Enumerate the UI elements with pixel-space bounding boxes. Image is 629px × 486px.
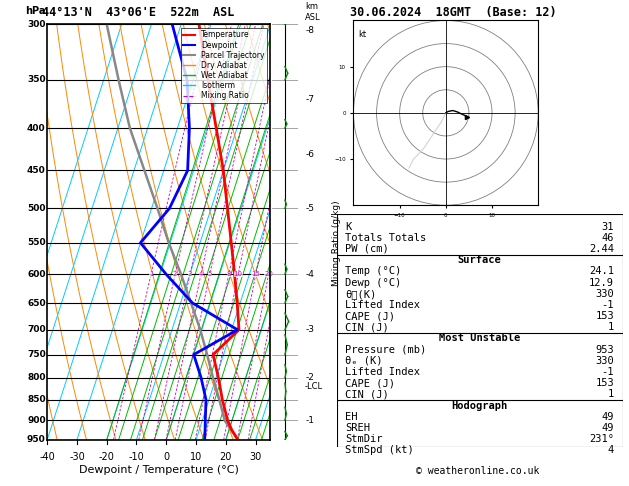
Text: -20: -20 bbox=[99, 452, 114, 462]
Text: hPa: hPa bbox=[25, 6, 46, 16]
Text: CAPE (J): CAPE (J) bbox=[345, 311, 395, 321]
Text: 550: 550 bbox=[27, 238, 46, 247]
Text: 1: 1 bbox=[149, 271, 153, 277]
Text: Lifted Index: Lifted Index bbox=[345, 300, 420, 310]
Text: 500: 500 bbox=[27, 204, 46, 213]
Text: 10: 10 bbox=[234, 271, 243, 277]
Text: CIN (J): CIN (J) bbox=[345, 322, 389, 332]
Text: 700: 700 bbox=[27, 325, 46, 334]
Text: 8: 8 bbox=[226, 271, 231, 277]
Text: 231°: 231° bbox=[589, 434, 614, 444]
Text: 30: 30 bbox=[250, 452, 262, 462]
Text: -8: -8 bbox=[305, 26, 314, 35]
Text: 600: 600 bbox=[27, 270, 46, 278]
Text: -10: -10 bbox=[128, 452, 145, 462]
Text: 10: 10 bbox=[190, 452, 202, 462]
Text: 300: 300 bbox=[27, 20, 46, 29]
Text: 49: 49 bbox=[601, 412, 614, 422]
Text: Surface: Surface bbox=[458, 255, 501, 265]
Text: -7: -7 bbox=[305, 95, 314, 104]
Text: -LCL: -LCL bbox=[305, 382, 323, 391]
Text: 650: 650 bbox=[27, 298, 46, 308]
Text: 900: 900 bbox=[27, 416, 46, 425]
Text: -4: -4 bbox=[305, 270, 314, 278]
Text: Hodograph: Hodograph bbox=[452, 400, 508, 411]
Text: θᴄ(K): θᴄ(K) bbox=[345, 289, 376, 299]
Text: 2.44: 2.44 bbox=[589, 244, 614, 254]
Text: -1: -1 bbox=[601, 300, 614, 310]
Text: Dewp (°C): Dewp (°C) bbox=[345, 278, 401, 288]
Text: 330: 330 bbox=[596, 289, 614, 299]
Text: -40: -40 bbox=[39, 452, 55, 462]
Text: 1: 1 bbox=[608, 389, 614, 399]
Text: -3: -3 bbox=[305, 325, 314, 334]
Text: 20: 20 bbox=[264, 271, 273, 277]
Text: -1: -1 bbox=[305, 416, 314, 425]
Text: 350: 350 bbox=[27, 75, 46, 85]
Text: -30: -30 bbox=[69, 452, 85, 462]
Text: CIN (J): CIN (J) bbox=[345, 389, 389, 399]
Text: SREH: SREH bbox=[345, 423, 370, 433]
Text: 850: 850 bbox=[27, 395, 46, 404]
Text: Mixing Ratio (g/kg): Mixing Ratio (g/kg) bbox=[332, 200, 341, 286]
Text: CAPE (J): CAPE (J) bbox=[345, 378, 395, 388]
Text: StmSpd (kt): StmSpd (kt) bbox=[345, 445, 414, 455]
Text: PW (cm): PW (cm) bbox=[345, 244, 389, 254]
Text: Most Unstable: Most Unstable bbox=[439, 333, 520, 344]
Text: 30.06.2024  18GMT  (Base: 12): 30.06.2024 18GMT (Base: 12) bbox=[350, 6, 556, 18]
Text: 31: 31 bbox=[601, 222, 614, 232]
Legend: Temperature, Dewpoint, Parcel Trajectory, Dry Adiabat, Wet Adiabat, Isotherm, Mi: Temperature, Dewpoint, Parcel Trajectory… bbox=[181, 28, 267, 103]
Text: 153: 153 bbox=[596, 378, 614, 388]
Text: EH: EH bbox=[345, 412, 358, 422]
Text: 20: 20 bbox=[220, 452, 232, 462]
Text: -1: -1 bbox=[601, 367, 614, 377]
Text: 3: 3 bbox=[188, 271, 192, 277]
Text: Lifted Index: Lifted Index bbox=[345, 367, 420, 377]
Text: Dewpoint / Temperature (°C): Dewpoint / Temperature (°C) bbox=[79, 465, 239, 475]
Text: 1: 1 bbox=[608, 322, 614, 332]
Text: 0: 0 bbox=[163, 452, 169, 462]
Text: 46: 46 bbox=[601, 233, 614, 243]
Text: 49: 49 bbox=[601, 423, 614, 433]
Text: -2: -2 bbox=[305, 373, 314, 382]
Text: 450: 450 bbox=[27, 166, 46, 175]
Text: 950: 950 bbox=[27, 435, 46, 444]
Text: -6: -6 bbox=[305, 150, 314, 158]
Text: Totals Totals: Totals Totals bbox=[345, 233, 426, 243]
Text: 330: 330 bbox=[596, 356, 614, 366]
Text: 750: 750 bbox=[27, 350, 46, 359]
Text: 800: 800 bbox=[27, 373, 46, 382]
Text: -5: -5 bbox=[305, 204, 314, 213]
Text: 24.1: 24.1 bbox=[589, 266, 614, 277]
Text: Temp (°C): Temp (°C) bbox=[345, 266, 401, 277]
Text: 44°13'N  43°06'E  522m  ASL: 44°13'N 43°06'E 522m ASL bbox=[42, 6, 235, 18]
Text: 153: 153 bbox=[596, 311, 614, 321]
Text: km
ASL: km ASL bbox=[305, 2, 321, 22]
Text: 400: 400 bbox=[27, 123, 46, 133]
Text: 4: 4 bbox=[199, 271, 203, 277]
Text: 12.9: 12.9 bbox=[589, 278, 614, 288]
Text: 15: 15 bbox=[252, 271, 260, 277]
Text: 953: 953 bbox=[596, 345, 614, 355]
Text: 5: 5 bbox=[208, 271, 212, 277]
Text: 2: 2 bbox=[173, 271, 177, 277]
Text: K: K bbox=[345, 222, 352, 232]
Text: Pressure (mb): Pressure (mb) bbox=[345, 345, 426, 355]
Text: θₑ (K): θₑ (K) bbox=[345, 356, 382, 366]
Text: StmDir: StmDir bbox=[345, 434, 382, 444]
Text: © weatheronline.co.uk: © weatheronline.co.uk bbox=[416, 466, 540, 476]
Text: 4: 4 bbox=[608, 445, 614, 455]
Text: kt: kt bbox=[358, 30, 366, 39]
